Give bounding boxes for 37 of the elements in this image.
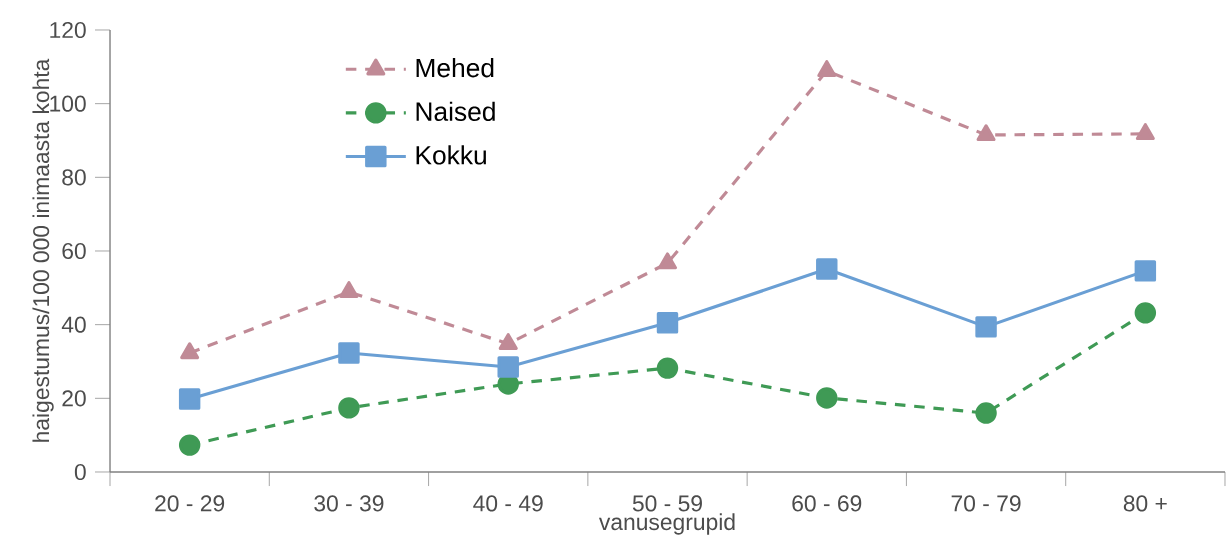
point	[1135, 123, 1155, 140]
y-tick-label: 80	[62, 169, 86, 186]
point	[816, 258, 838, 280]
point	[976, 124, 996, 142]
point	[497, 356, 519, 378]
y-tick-label: 120	[50, 21, 86, 39]
point	[1134, 260, 1157, 282]
y-tick-label: 60	[62, 242, 86, 260]
point	[338, 342, 360, 364]
point	[338, 397, 360, 419]
y-tick-label: 0	[74, 463, 86, 481]
point	[816, 387, 838, 409]
y-tick-label: 20	[62, 390, 86, 407]
x-tick-label: 60 - 69	[792, 495, 862, 512]
point	[178, 388, 201, 410]
point	[180, 342, 200, 360]
point	[658, 252, 677, 270]
legend-label: Naised	[416, 101, 495, 121]
x-axis-title: vanusegrupid	[598, 513, 735, 535]
point	[178, 434, 201, 456]
x-tick-label: 30 - 39	[314, 495, 384, 512]
point	[1134, 302, 1157, 324]
point	[656, 312, 679, 334]
point	[975, 316, 997, 338]
x-tick-label: 50 - 59	[632, 495, 702, 512]
legend-label: Kokku	[416, 145, 486, 165]
point	[339, 281, 359, 299]
point	[817, 60, 837, 78]
point	[498, 333, 518, 350]
x-tick-label: 20 - 29	[155, 495, 225, 512]
point	[975, 402, 997, 424]
x-tick-label: 70 - 79	[951, 495, 1021, 512]
point	[656, 357, 679, 379]
legend-label: Mehed	[416, 58, 494, 78]
y-tick-label: 40	[61, 316, 86, 333]
x-tick-label: 80 +	[1123, 495, 1167, 512]
x-tick-label: 40 - 49	[473, 495, 543, 512]
